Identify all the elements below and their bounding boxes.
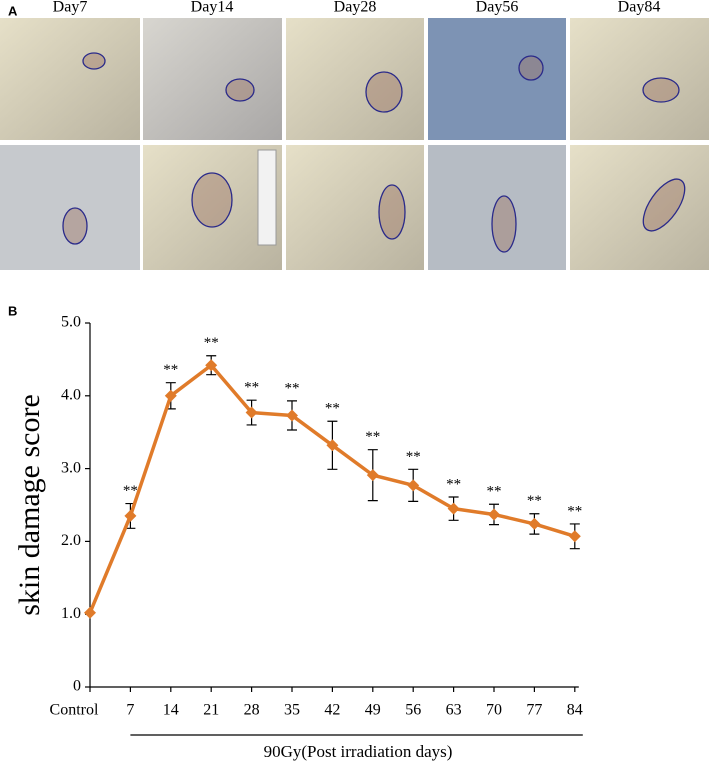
photo bbox=[428, 145, 566, 270]
photo bbox=[0, 145, 140, 270]
x-tick-label: 77 bbox=[526, 702, 542, 719]
ruler bbox=[257, 149, 277, 246]
lesion-outline bbox=[642, 77, 680, 103]
data-marker bbox=[164, 389, 177, 402]
panel-label: A bbox=[8, 3, 18, 18]
data-marker bbox=[568, 530, 581, 543]
column-label: Day84 bbox=[618, 0, 661, 16]
x-tick-label: 14 bbox=[163, 702, 179, 719]
y-tick-label: 1.0 bbox=[61, 605, 81, 622]
x-tick-label: 21 bbox=[203, 702, 219, 719]
data-marker bbox=[528, 517, 541, 530]
photo bbox=[428, 18, 566, 140]
significance-label: ** bbox=[325, 401, 340, 417]
data-marker bbox=[205, 359, 218, 372]
lesion-outline bbox=[642, 178, 686, 232]
photo bbox=[286, 145, 424, 270]
x-tick-label: 63 bbox=[446, 702, 462, 719]
photo bbox=[143, 18, 282, 140]
data-marker bbox=[326, 439, 339, 452]
lesion-outline bbox=[225, 78, 255, 102]
x-tick-label: 70 bbox=[486, 702, 502, 719]
column-label: Day14 bbox=[191, 0, 234, 16]
data-marker bbox=[286, 409, 298, 422]
photo bbox=[570, 145, 709, 270]
chart: B 0 1.0 2.0 3.0 4.0 5.0 Control 7 14 21 28 35 42 49 56 6… bbox=[8, 303, 583, 761]
x-tick-label: 7 bbox=[126, 702, 134, 719]
column-label: Day28 bbox=[334, 0, 377, 16]
lesion-outline bbox=[518, 55, 544, 81]
x-tick-label: 35 bbox=[284, 702, 300, 719]
column-label: Day56 bbox=[476, 0, 519, 16]
significance-label: ** bbox=[567, 503, 582, 519]
significance-label: ** bbox=[527, 493, 542, 509]
lesion-outline bbox=[365, 71, 403, 113]
data-marker bbox=[124, 509, 137, 522]
x-tick-label: 42 bbox=[324, 702, 340, 719]
x-tick-label: 84 bbox=[567, 702, 583, 719]
photo bbox=[286, 18, 424, 140]
data-marker bbox=[245, 406, 258, 419]
significance-label: ** bbox=[285, 380, 300, 396]
y-tick-label: 2.0 bbox=[61, 532, 81, 549]
significance-label: ** bbox=[406, 449, 421, 465]
significance-label: ** bbox=[244, 380, 259, 396]
y-axis-label: skin damage score bbox=[13, 394, 46, 616]
y-tick-label: 4.0 bbox=[61, 386, 81, 403]
data-marker bbox=[488, 508, 500, 521]
data-marker bbox=[447, 502, 460, 515]
significance-label: ** bbox=[163, 362, 178, 378]
lesion-outline bbox=[191, 172, 233, 228]
x-tick-label: Control bbox=[50, 702, 99, 719]
significance-label: ** bbox=[204, 335, 219, 351]
lesion-outline bbox=[491, 195, 517, 253]
panel-label: B bbox=[8, 303, 17, 318]
x-axis-label: 90Gy(Post irradiation days) bbox=[264, 742, 453, 761]
significance-label: ** bbox=[446, 476, 461, 492]
lesion-outline bbox=[82, 52, 106, 70]
column-label: Day7 bbox=[53, 0, 88, 16]
x-tick-label: 56 bbox=[405, 702, 421, 719]
x-tick-label: 28 bbox=[244, 702, 260, 719]
lesion-outline bbox=[378, 184, 406, 240]
significance-label: ** bbox=[123, 483, 138, 499]
lesion-outline bbox=[62, 207, 88, 245]
photo bbox=[0, 18, 140, 140]
y-tick-label: 0 bbox=[73, 678, 81, 695]
photo bbox=[570, 18, 709, 140]
significance-label: ** bbox=[487, 484, 502, 500]
x-tick-label: 49 bbox=[365, 702, 381, 719]
data-marker bbox=[84, 606, 96, 619]
data-marker bbox=[366, 469, 379, 482]
y-tick-label: 5.0 bbox=[61, 314, 81, 331]
photo-panel: A Day7 Day14 Day28 Day56 Day84 bbox=[0, 0, 709, 270]
significance-label: ** bbox=[365, 429, 380, 445]
data-marker bbox=[407, 479, 420, 492]
y-tick-label: 3.0 bbox=[61, 459, 81, 476]
